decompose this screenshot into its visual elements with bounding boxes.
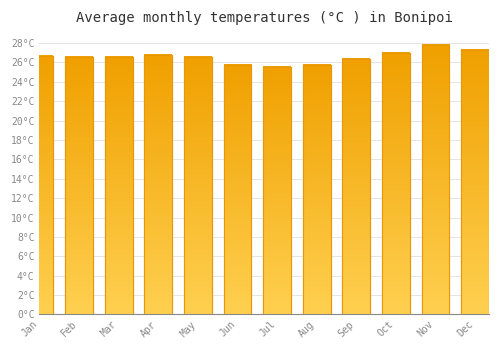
Bar [382,52,409,315]
Bar [422,45,450,315]
Bar [422,45,450,315]
Bar [65,57,93,315]
Bar [144,55,172,315]
Bar [224,65,252,315]
Bar [105,57,132,315]
Bar [263,67,291,315]
Bar [105,57,132,315]
Bar [26,56,54,315]
Bar [461,50,489,315]
Bar [303,65,330,315]
Bar [342,60,370,315]
Bar [224,65,252,315]
Bar [184,57,212,315]
Bar [26,56,54,315]
Bar [303,65,330,315]
Bar [382,52,409,315]
Bar [263,67,291,315]
Bar [65,57,93,315]
Bar [461,50,489,315]
Title: Average monthly temperatures (°C ) in Bonipoi: Average monthly temperatures (°C ) in Bo… [76,11,452,25]
Bar [144,55,172,315]
Bar [342,60,370,315]
Bar [184,57,212,315]
